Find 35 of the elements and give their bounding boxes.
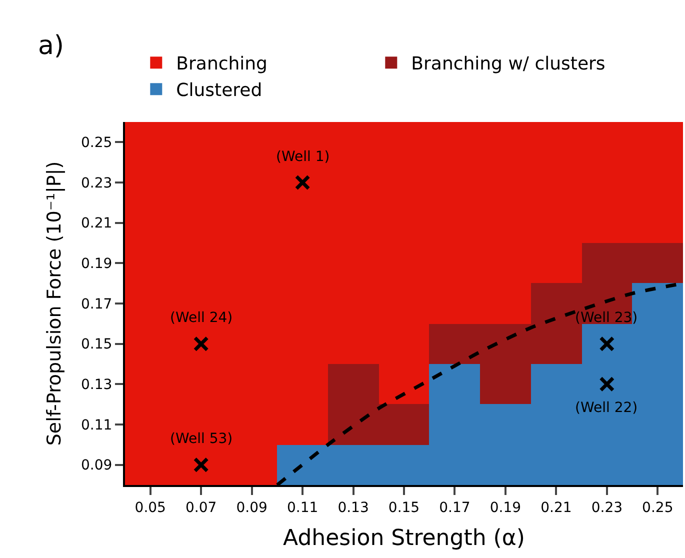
x-tick-label: 0.13 [338, 500, 369, 516]
text: a) [38, 31, 64, 61]
annotation: (Well 1) [276, 149, 330, 165]
x-tick-label: 0.19 [490, 500, 522, 516]
x-tick-label: 0.11 [286, 500, 318, 516]
legend-label: Branching w/ clusters [411, 54, 606, 75]
x-axis-title: Adhesion Strength (α) [283, 526, 525, 552]
y-tick-label: 0.11 [81, 417, 112, 434]
x-tick-label: 0.21 [540, 500, 572, 516]
annotation: (Well 53) [170, 431, 233, 447]
x-tick-label: 0.15 [388, 500, 420, 516]
y-tick-label: 0.25 [81, 135, 112, 152]
point [193, 336, 209, 352]
point [294, 174, 310, 190]
x-tick-label: 0.17 [439, 500, 470, 516]
x-tick-label: 0.25 [642, 500, 674, 516]
y-axis-title: Self-Propulsion Force (10⁻¹|P|) [43, 161, 66, 446]
x-tick-label: 0.23 [591, 500, 622, 516]
y-tick-label: 0.09 [81, 458, 112, 474]
y-tick-label: 0.17 [81, 296, 112, 312]
y-tick-label: 0.21 [81, 216, 112, 232]
y-tick-label: 0.19 [81, 256, 112, 272]
annotation: (Well 24) [170, 310, 233, 326]
x-tick-label: 0.05 [134, 500, 166, 516]
annotation: (Well 22) [575, 400, 638, 416]
point [599, 376, 615, 392]
legend-label: Branching [176, 54, 268, 75]
legend-label: Clustered [176, 80, 262, 102]
point [599, 336, 615, 352]
point [193, 457, 209, 473]
y-tick-label: 0.15 [81, 336, 112, 353]
x-tick-label: 0.09 [236, 500, 268, 516]
x-tick-label: 0.07 [186, 500, 217, 516]
y-tick-label: 0.23 [81, 175, 112, 192]
y-tick-label: 0.13 [81, 377, 112, 394]
